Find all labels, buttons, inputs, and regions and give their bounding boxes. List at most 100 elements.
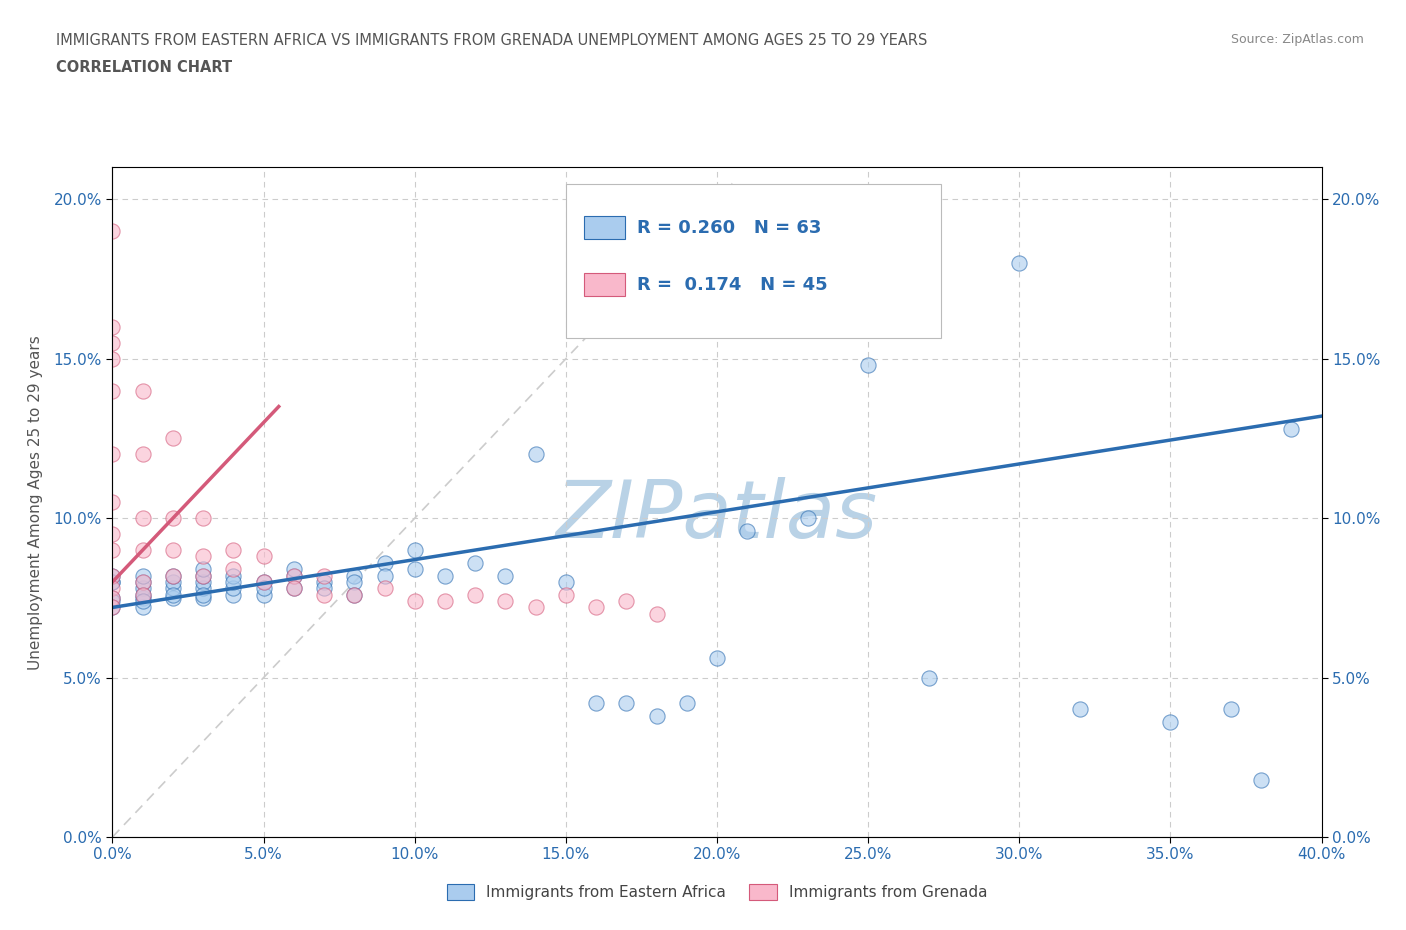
Point (132, 587, 155, 602)
Point (191, 591, 214, 605)
Point (191, 587, 214, 602)
FancyBboxPatch shape (583, 217, 626, 239)
Point (253, 575, 276, 590)
Point (162, 591, 184, 605)
Point (343, 575, 366, 590)
Point (616, 593, 638, 608)
Point (1008, 256, 1031, 271)
Point (101, 383, 124, 398)
Point (101, 575, 124, 590)
Text: R = 0.260   N = 63: R = 0.260 N = 63 (637, 219, 821, 236)
Point (162, 431, 184, 445)
Text: CORRELATION CHART: CORRELATION CHART (56, 60, 232, 75)
Point (191, 575, 214, 590)
Point (162, 581, 184, 596)
FancyBboxPatch shape (565, 184, 941, 339)
Point (404, 562, 426, 577)
Point (464, 555, 486, 570)
Point (404, 542, 426, 557)
Point (554, 575, 576, 590)
Point (132, 600, 155, 615)
Point (796, 511, 818, 525)
Point (464, 587, 486, 602)
Point (1220, 702, 1243, 717)
Point (404, 593, 426, 608)
Point (283, 581, 305, 596)
Point (343, 568, 366, 583)
Point (191, 511, 214, 525)
Point (222, 575, 245, 590)
Point (101, 593, 124, 608)
Point (162, 542, 184, 557)
Point (101, 542, 124, 557)
Point (222, 542, 245, 557)
Point (191, 549, 214, 564)
Point (314, 575, 336, 590)
Point (706, 651, 728, 666)
Point (314, 587, 336, 602)
Text: R =  0.174   N = 45: R = 0.174 N = 45 (637, 275, 828, 294)
Point (1279, 421, 1302, 436)
Point (191, 581, 214, 596)
Point (253, 549, 276, 564)
Point (132, 542, 155, 557)
Point (645, 709, 668, 724)
Point (554, 587, 576, 602)
Point (132, 568, 155, 583)
Point (253, 575, 276, 590)
Point (162, 568, 184, 583)
Point (101, 526, 124, 541)
Point (132, 383, 155, 398)
Point (222, 562, 245, 577)
Point (374, 568, 396, 583)
Text: IMMIGRANTS FROM EASTERN AFRICA VS IMMIGRANTS FROM GRENADA UNEMPLOYMENT AMONG AGE: IMMIGRANTS FROM EASTERN AFRICA VS IMMIGR… (56, 33, 928, 47)
Point (101, 591, 124, 605)
Point (253, 587, 276, 602)
Point (283, 568, 305, 583)
Point (101, 600, 124, 615)
Point (101, 447, 124, 462)
Point (162, 511, 184, 525)
Point (222, 581, 245, 596)
Point (737, 524, 759, 538)
Point (856, 358, 880, 373)
Point (132, 447, 155, 462)
Point (101, 600, 124, 615)
Point (524, 600, 547, 615)
Point (132, 581, 155, 596)
Point (132, 575, 155, 590)
Point (283, 581, 305, 596)
Point (374, 555, 396, 570)
Point (433, 593, 456, 608)
Point (374, 581, 396, 596)
Point (101, 352, 124, 366)
Point (101, 319, 124, 334)
Y-axis label: Unemployment Among Ages 25 to 29 years: Unemployment Among Ages 25 to 29 years (28, 335, 42, 670)
Point (101, 581, 124, 596)
Point (101, 568, 124, 583)
Point (585, 600, 607, 615)
FancyBboxPatch shape (583, 273, 626, 296)
Point (191, 568, 214, 583)
Point (101, 575, 124, 590)
Point (283, 568, 305, 583)
Point (283, 562, 305, 577)
Point (433, 568, 456, 583)
Point (191, 568, 214, 583)
Point (132, 591, 155, 605)
Point (222, 568, 245, 583)
Point (101, 568, 124, 583)
Point (495, 568, 517, 583)
Point (162, 568, 184, 583)
Text: ZIPatlas: ZIPatlas (555, 476, 879, 554)
Point (1069, 702, 1091, 717)
Point (314, 568, 336, 583)
Point (918, 671, 941, 685)
Point (162, 575, 184, 590)
Point (101, 495, 124, 510)
Point (132, 575, 155, 590)
Point (222, 587, 245, 602)
Point (675, 696, 697, 711)
Point (132, 587, 155, 602)
Point (524, 447, 547, 462)
